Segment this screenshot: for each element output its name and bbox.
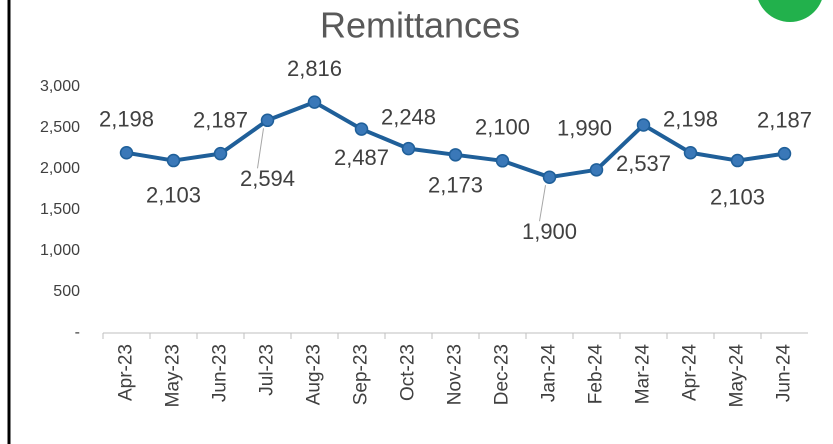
marker	[495, 154, 510, 168]
x-tick-label: Sep-23	[351, 344, 372, 405]
data-label: 2,487	[334, 145, 389, 170]
x-tick-label: Jul-23	[257, 344, 278, 396]
leader-line	[539, 185, 546, 222]
marker	[542, 170, 557, 184]
x-tick-label: Feb-24	[586, 344, 607, 405]
chart-title: Remittances	[320, 5, 520, 46]
y-tick-label: 2,500	[40, 119, 80, 136]
data-label: 2,198	[99, 107, 154, 132]
x-tick-label: Jan-24	[539, 344, 560, 403]
marker	[730, 153, 745, 168]
marker	[260, 113, 275, 128]
x-tick-label: Nov-23	[445, 344, 466, 405]
data-label: 1,900	[522, 219, 577, 244]
y-tick-label: 1,000	[40, 242, 80, 259]
data-label: 2,173	[428, 173, 483, 198]
x-tick-label: Mar-24	[633, 344, 654, 405]
data-label: 2,103	[146, 182, 201, 207]
x-tick-label: Jun-23	[210, 344, 231, 402]
x-tick-label: May-23	[163, 344, 184, 407]
data-label: 2,198	[663, 107, 718, 132]
data-label: 2,103	[710, 184, 765, 209]
y-tick-label: -	[75, 324, 80, 341]
x-tick-label: Apr-23	[116, 344, 137, 401]
marker	[166, 153, 181, 168]
marker	[354, 122, 369, 136]
marker	[401, 141, 416, 156]
data-label: 2,187	[757, 107, 812, 132]
marker	[683, 146, 698, 160]
y-tick-label: 2,000	[40, 160, 80, 177]
marker	[636, 118, 651, 132]
x-tick-label: Apr-24	[680, 344, 701, 401]
x-tick-label: Aug-23	[304, 344, 325, 405]
data-label: 2,187	[193, 107, 248, 132]
marker	[119, 146, 134, 160]
y-tick-label: 500	[53, 283, 80, 300]
data-label: 2,594	[240, 166, 295, 191]
marker	[777, 146, 792, 161]
status-badge	[758, 0, 822, 22]
x-tick-label: Oct-23	[398, 344, 419, 401]
y-tick-label: 1,500	[40, 201, 80, 218]
y-tick-label: 3,000	[40, 78, 80, 95]
data-label: 2,100	[475, 115, 530, 140]
data-label: 2,816	[287, 56, 342, 81]
leader-line	[257, 128, 264, 169]
marker	[448, 148, 463, 162]
marker	[589, 163, 604, 177]
x-tick-label: Dec-23	[492, 344, 513, 405]
x-tick-label: May-24	[727, 344, 748, 408]
data-label: 1,990	[557, 116, 612, 141]
x-tick-label: Jun-24	[774, 344, 795, 403]
marker	[307, 95, 322, 109]
data-label: 2,248	[381, 104, 436, 129]
data-label: 2,537	[616, 151, 671, 176]
marker	[213, 146, 228, 161]
